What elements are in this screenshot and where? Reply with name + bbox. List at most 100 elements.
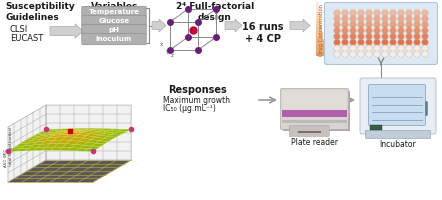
Text: z: z — [171, 53, 174, 58]
Circle shape — [398, 33, 404, 40]
Polygon shape — [83, 136, 95, 139]
Circle shape — [414, 10, 420, 16]
Polygon shape — [38, 131, 51, 133]
Circle shape — [406, 45, 412, 51]
Polygon shape — [63, 144, 75, 148]
Bar — [316, 37, 324, 38]
Text: AUC (MIC
 total fungal burden): AUC (MIC total fungal burden) — [4, 127, 13, 167]
Circle shape — [422, 16, 428, 22]
Circle shape — [334, 27, 340, 34]
Polygon shape — [115, 131, 127, 133]
Polygon shape — [64, 130, 76, 131]
Bar — [316, 39, 324, 40]
Polygon shape — [68, 128, 80, 130]
Circle shape — [398, 10, 404, 16]
Polygon shape — [12, 146, 24, 149]
Bar — [316, 17, 320, 18]
Circle shape — [422, 51, 428, 57]
Bar — [316, 2, 318, 3]
Circle shape — [358, 27, 364, 34]
Polygon shape — [93, 128, 106, 130]
Polygon shape — [68, 148, 80, 151]
Circle shape — [414, 16, 420, 22]
Circle shape — [350, 21, 356, 28]
Polygon shape — [62, 137, 74, 140]
Bar — [316, 16, 320, 17]
Polygon shape — [20, 145, 33, 149]
FancyArrow shape — [225, 19, 242, 32]
Polygon shape — [84, 149, 97, 151]
Polygon shape — [88, 139, 100, 143]
Polygon shape — [79, 138, 91, 142]
Polygon shape — [76, 148, 88, 151]
Polygon shape — [8, 105, 46, 182]
Bar — [316, 1, 318, 2]
FancyBboxPatch shape — [360, 78, 436, 134]
Circle shape — [390, 45, 396, 51]
Polygon shape — [76, 128, 88, 130]
Text: Maximum growth: Maximum growth — [163, 96, 230, 105]
Circle shape — [382, 33, 388, 40]
Bar — [316, 23, 321, 24]
Circle shape — [342, 10, 348, 16]
Polygon shape — [28, 139, 40, 143]
Text: Temperature: Temperature — [88, 9, 140, 15]
Circle shape — [350, 39, 356, 46]
Bar — [316, 25, 322, 26]
Polygon shape — [27, 136, 39, 139]
Bar — [316, 42, 324, 43]
Bar — [282, 110, 347, 117]
Circle shape — [390, 21, 396, 28]
Polygon shape — [107, 130, 119, 133]
Polygon shape — [96, 141, 108, 144]
Polygon shape — [92, 143, 104, 146]
Polygon shape — [46, 105, 131, 160]
Bar — [316, 45, 324, 46]
FancyArrow shape — [152, 19, 166, 32]
Polygon shape — [52, 131, 64, 133]
Polygon shape — [46, 144, 58, 147]
Polygon shape — [48, 132, 60, 135]
Circle shape — [390, 33, 396, 40]
Circle shape — [390, 39, 396, 46]
Text: CLSI: CLSI — [10, 25, 28, 34]
Text: pH: pH — [109, 27, 119, 33]
Polygon shape — [59, 129, 72, 130]
Polygon shape — [50, 140, 62, 144]
Circle shape — [390, 27, 396, 34]
Polygon shape — [53, 137, 66, 140]
FancyBboxPatch shape — [369, 84, 426, 126]
Bar — [316, 43, 324, 44]
Bar — [316, 51, 325, 52]
FancyBboxPatch shape — [324, 2, 438, 64]
Text: Plate reader: Plate reader — [291, 138, 338, 147]
Circle shape — [342, 45, 348, 51]
Circle shape — [422, 10, 428, 16]
Polygon shape — [49, 135, 61, 138]
Polygon shape — [71, 144, 84, 148]
Text: Incubator: Incubator — [380, 140, 416, 149]
Polygon shape — [72, 129, 85, 131]
Bar — [316, 20, 321, 21]
Polygon shape — [91, 137, 103, 141]
Text: Glucose: Glucose — [99, 18, 130, 24]
Polygon shape — [8, 160, 131, 182]
Circle shape — [390, 51, 396, 57]
Polygon shape — [74, 135, 87, 138]
Bar — [316, 44, 324, 45]
Circle shape — [350, 16, 356, 22]
Polygon shape — [110, 129, 122, 131]
Circle shape — [374, 16, 380, 22]
Circle shape — [350, 33, 356, 40]
Bar — [316, 31, 323, 32]
Polygon shape — [102, 129, 114, 130]
Bar — [316, 12, 320, 13]
FancyBboxPatch shape — [366, 130, 431, 138]
Polygon shape — [57, 134, 69, 137]
Polygon shape — [15, 143, 28, 146]
Bar — [316, 30, 322, 31]
Circle shape — [366, 45, 372, 51]
Circle shape — [366, 10, 372, 16]
Circle shape — [390, 16, 396, 22]
Polygon shape — [39, 133, 52, 136]
